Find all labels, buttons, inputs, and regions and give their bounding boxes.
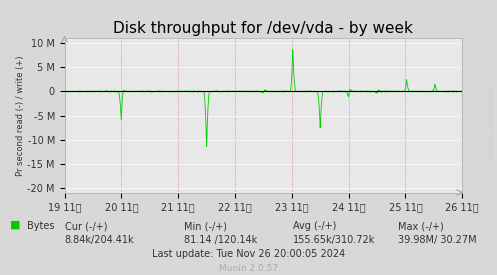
Text: Munin 2.0.57: Munin 2.0.57 <box>219 264 278 273</box>
Text: Min (-/+): Min (-/+) <box>184 221 227 231</box>
Text: Cur (-/+): Cur (-/+) <box>65 221 107 231</box>
Text: RRDTOOL / TOBI OETIKER: RRDTOOL / TOBI OETIKER <box>490 88 495 160</box>
Text: 39.98M/ 30.27M: 39.98M/ 30.27M <box>398 235 476 245</box>
Text: 8.84k/204.41k: 8.84k/204.41k <box>65 235 134 245</box>
Text: Last update: Tue Nov 26 20:00:05 2024: Last update: Tue Nov 26 20:00:05 2024 <box>152 249 345 259</box>
Title: Disk throughput for /dev/vda - by week: Disk throughput for /dev/vda - by week <box>113 21 414 36</box>
Text: Max (-/+): Max (-/+) <box>398 221 443 231</box>
Y-axis label: Pr second read (-) / write (+): Pr second read (-) / write (+) <box>15 55 25 176</box>
Text: ■: ■ <box>10 220 20 230</box>
Text: 81.14 /120.14k: 81.14 /120.14k <box>184 235 257 245</box>
Text: 155.65k/310.72k: 155.65k/310.72k <box>293 235 376 245</box>
Text: Bytes: Bytes <box>27 221 55 231</box>
Text: Avg (-/+): Avg (-/+) <box>293 221 336 231</box>
